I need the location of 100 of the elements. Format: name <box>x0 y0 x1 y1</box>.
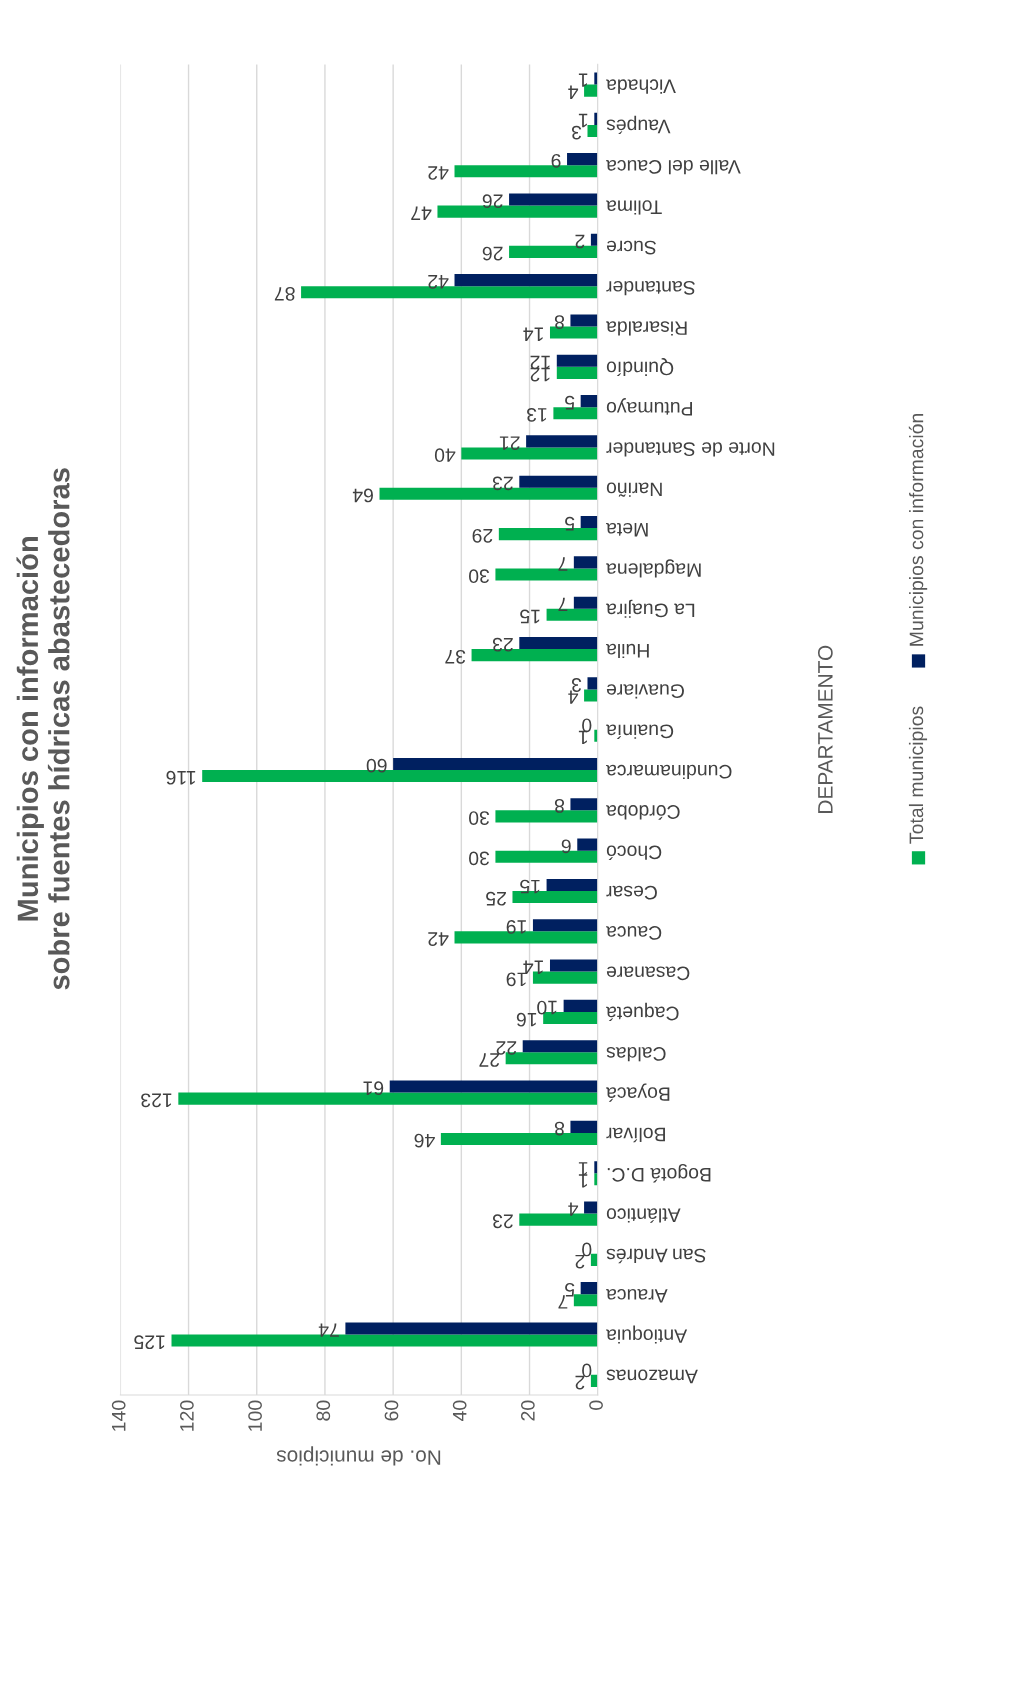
bar <box>389 1080 598 1093</box>
data-label: 47 <box>411 206 432 220</box>
data-label: 3 <box>571 678 582 692</box>
data-label: 2 <box>575 1254 585 1269</box>
data-label: 14 <box>523 960 543 974</box>
y-tick-label: Cundinamarca <box>606 764 732 780</box>
y-tick-label: Meta <box>606 522 648 537</box>
y-axis-title: DEPARTAMENTO <box>817 645 833 813</box>
data-label: 8 <box>554 1121 565 1136</box>
y-tick-label: Cauca <box>606 926 662 940</box>
bar <box>567 153 598 166</box>
bar <box>532 919 598 932</box>
bar <box>454 274 598 287</box>
data-label: 74 <box>318 1323 339 1337</box>
bar <box>570 314 598 327</box>
bar <box>509 193 598 206</box>
bar <box>580 1282 598 1295</box>
bar <box>570 1120 598 1133</box>
data-label: 5 <box>565 1282 575 1297</box>
y-tick-label: Sucre <box>606 240 656 255</box>
x-tick-label: 20 <box>520 1400 535 1421</box>
y-tick-label: Córdoba <box>606 805 680 820</box>
bar <box>573 1294 598 1307</box>
y-tick-label: Amazonas <box>606 1369 698 1384</box>
y-tick-label: Valle del Cauca <box>606 159 741 175</box>
y-tick-label: Bolívar <box>606 1127 665 1143</box>
data-label: 23 <box>492 1214 513 1229</box>
data-label: 46 <box>414 1133 435 1148</box>
data-label: 125 <box>134 1335 165 1350</box>
bar <box>519 636 598 650</box>
text: Municipios con información sobre fuentes hídricas abastecedoras <box>16 468 70 990</box>
x-tick-label: 100 <box>248 1400 262 1431</box>
bar <box>556 366 598 379</box>
data-label: 13 <box>527 407 547 422</box>
y-tick-label: Caldas <box>606 1047 666 1062</box>
y-tick-label: Boyacá <box>606 1083 670 1102</box>
y-tick-label: Risaralda <box>606 321 687 336</box>
data-label: 27 <box>479 1053 500 1067</box>
bar <box>573 596 598 609</box>
data-label: 60 <box>366 758 387 773</box>
data-label: 9 <box>551 153 561 168</box>
data-label: 123 <box>141 1093 172 1108</box>
data-label: 64 <box>352 488 373 503</box>
y-tick-label: Arauca <box>606 1288 668 1303</box>
y-tick-label: Guainía <box>606 724 674 739</box>
bar <box>587 677 598 690</box>
data-label: 61 <box>363 1081 384 1096</box>
data-label: 10 <box>537 1000 557 1015</box>
data-label: 16 <box>516 1012 537 1027</box>
bar <box>594 72 598 85</box>
data-label: 15 <box>520 879 540 894</box>
bar <box>570 798 598 811</box>
x-tick-label: 60 <box>384 1400 399 1421</box>
y-tick-label: Bogotá D.C. <box>607 1164 711 1183</box>
data-label: 15 <box>520 609 540 624</box>
y-tick-label: La Guajira <box>606 599 695 618</box>
data-label: 6 <box>561 839 571 854</box>
data-label: 5 <box>565 516 575 531</box>
data-label: 22 <box>496 1041 517 1055</box>
data-label: 26 <box>482 194 503 209</box>
y-tick-label: Nariño <box>606 482 662 497</box>
y-tick-label: Caquetá <box>606 1002 679 1022</box>
data-label: 8 <box>554 315 565 329</box>
y-tick-label: Huila <box>606 643 649 659</box>
data-label: 30 <box>469 851 490 866</box>
x-tick-label: 80 <box>316 1400 331 1421</box>
data-label: 42 <box>428 932 449 946</box>
bar <box>526 435 598 448</box>
x-tick-label: 120 <box>180 1400 194 1431</box>
x-tick-label: 140 <box>111 1400 126 1431</box>
bar <box>393 757 598 771</box>
bar <box>345 1322 598 1335</box>
bar <box>519 475 598 488</box>
data-label: 7 <box>558 597 568 612</box>
x-tick-label: 40 <box>452 1400 467 1422</box>
data-label: 42 <box>428 166 449 180</box>
bar <box>522 1040 598 1053</box>
bar <box>549 959 598 972</box>
y-tick-label: Quindío <box>606 358 674 377</box>
data-label: 23 <box>492 476 513 491</box>
data-label: 7 <box>558 1295 568 1309</box>
bar <box>584 689 598 702</box>
bar <box>556 354 598 367</box>
data-label: 3 <box>571 125 582 140</box>
y-tick-label: Cesar <box>606 885 657 900</box>
data-label: 21 <box>499 436 520 450</box>
y-tick-label: Antioquia <box>606 1325 688 1344</box>
data-label: 8 <box>554 799 565 813</box>
bar <box>546 878 598 891</box>
text: Municipios con información <box>908 413 928 646</box>
data-label: 4 <box>568 1202 579 1216</box>
y-tick-label: Chocó <box>606 845 662 860</box>
data-label: 25 <box>486 891 506 906</box>
bar <box>587 124 598 137</box>
data-label: 42 <box>428 275 449 289</box>
y-tick-label: San Andrés <box>606 1248 706 1264</box>
data-label: 116 <box>166 770 196 785</box>
data-label: 30 <box>469 569 490 584</box>
data-label: 29 <box>472 528 493 543</box>
data-label: 1 <box>578 1174 588 1188</box>
